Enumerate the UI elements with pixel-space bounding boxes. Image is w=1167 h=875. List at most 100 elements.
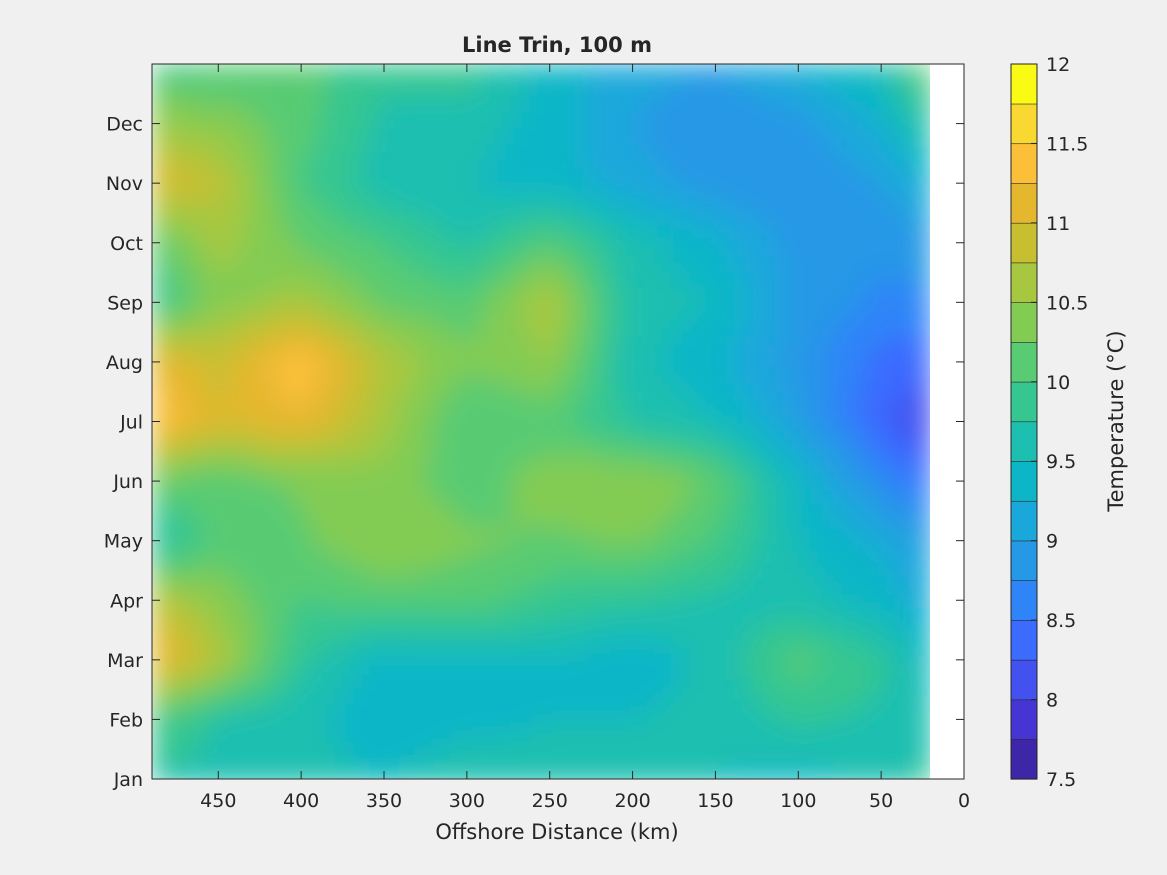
contour-cell	[928, 344, 930, 353]
contour-cell	[488, 208, 497, 217]
contour-cell	[208, 424, 217, 433]
contour-cell	[328, 72, 337, 81]
contour-cell	[848, 192, 857, 201]
contour-cell	[584, 224, 593, 233]
contour-cell	[832, 288, 841, 297]
contour-cell	[184, 312, 193, 321]
contour-cell	[448, 264, 457, 273]
contour-cell	[648, 312, 657, 321]
contour-cell	[856, 64, 865, 73]
contour-cell	[408, 256, 417, 265]
contour-cell	[600, 144, 609, 153]
contour-cell	[336, 208, 345, 217]
contour-cell	[336, 456, 345, 465]
contour-cell	[416, 168, 425, 177]
contour-cell	[312, 208, 321, 217]
contour-cell	[424, 176, 433, 185]
contour-cell	[840, 288, 849, 297]
contour-cell	[704, 176, 713, 185]
contour-cell	[696, 360, 705, 369]
contour-cell	[928, 312, 930, 321]
contour-cell	[816, 368, 825, 377]
contour-cell	[664, 288, 673, 297]
contour-cell	[520, 376, 529, 385]
contour-cell	[240, 224, 249, 233]
contour-cell	[664, 464, 673, 473]
contour-cell	[880, 192, 889, 201]
contour-cell	[384, 224, 393, 233]
contour-cell	[368, 304, 377, 313]
contour-cell	[336, 336, 345, 345]
contour-cell	[344, 280, 353, 289]
contour-cell	[464, 296, 473, 305]
contour-cell	[576, 288, 585, 297]
contour-cell	[224, 344, 233, 353]
contour-cell	[184, 152, 193, 161]
contour-cell	[624, 424, 633, 433]
contour-cell	[544, 416, 553, 425]
contour-cell	[504, 96, 513, 105]
contour-cell	[256, 200, 265, 209]
contour-cell	[888, 112, 897, 121]
contour-cell	[544, 408, 553, 417]
contour-cell	[736, 128, 745, 137]
contour-cell	[256, 120, 265, 129]
contour-cell	[232, 104, 241, 113]
contour-cell	[768, 368, 777, 377]
contour-cell	[336, 320, 345, 329]
contour-cell	[872, 104, 881, 113]
contour-cell	[848, 232, 857, 241]
contour-cell	[904, 408, 913, 417]
contour-cell	[688, 208, 697, 217]
contour-cell	[344, 432, 353, 441]
contour-cell	[616, 304, 625, 313]
contour-cell	[216, 328, 225, 337]
contour-cell	[208, 352, 217, 361]
contour-cell	[216, 336, 225, 345]
contour-cell	[592, 400, 601, 409]
contour-cell	[344, 136, 353, 145]
contour-cell	[912, 88, 921, 97]
contour-cell	[152, 272, 161, 281]
contour-cell	[328, 400, 337, 409]
contour-cell	[888, 88, 897, 97]
contour-cell	[472, 184, 481, 193]
chart-title: Line Trin, 100 m	[462, 33, 652, 57]
contour-cell	[816, 184, 825, 193]
contour-cell	[224, 64, 233, 73]
contour-cell	[744, 424, 753, 433]
contour-cell	[872, 368, 881, 377]
contour-cell	[640, 304, 649, 313]
contour-cell	[856, 376, 865, 385]
contour-cell	[712, 312, 721, 321]
contour-cell	[280, 448, 289, 457]
contour-cell	[584, 72, 593, 81]
contour-cell	[168, 192, 177, 201]
contour-cell	[624, 440, 633, 449]
contour-cell	[328, 424, 337, 433]
contour-cell	[504, 136, 513, 145]
contour-cell	[208, 80, 217, 89]
contour-cell	[384, 184, 393, 193]
contour-cell	[336, 344, 345, 353]
contour-cell	[664, 208, 673, 217]
contour-cell	[560, 256, 569, 265]
contour-cell	[592, 120, 601, 129]
contour-cell	[800, 104, 809, 113]
contour-cell	[832, 176, 841, 185]
contour-cell	[544, 72, 553, 81]
contour-cell	[440, 128, 449, 137]
contour-cell	[336, 384, 345, 393]
contour-cell	[832, 280, 841, 289]
contour-cell	[824, 392, 833, 401]
contour-cell	[696, 288, 705, 297]
contour-cell	[768, 200, 777, 209]
contour-cell	[472, 128, 481, 137]
contour-cell	[192, 240, 201, 249]
contour-cell	[240, 344, 249, 353]
contour-cell	[880, 184, 889, 193]
contour-cell	[688, 272, 697, 281]
contour-cell	[816, 72, 825, 81]
contour-cell	[704, 288, 713, 297]
contour-cell	[224, 96, 233, 105]
